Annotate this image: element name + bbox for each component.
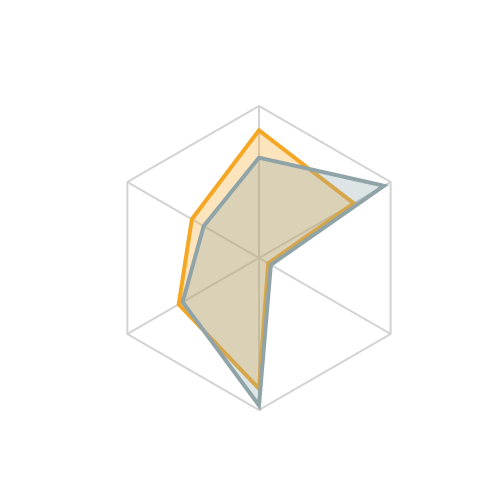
series-area [180, 155, 389, 411]
spoke [258, 257, 392, 335]
spoke [126, 257, 260, 335]
